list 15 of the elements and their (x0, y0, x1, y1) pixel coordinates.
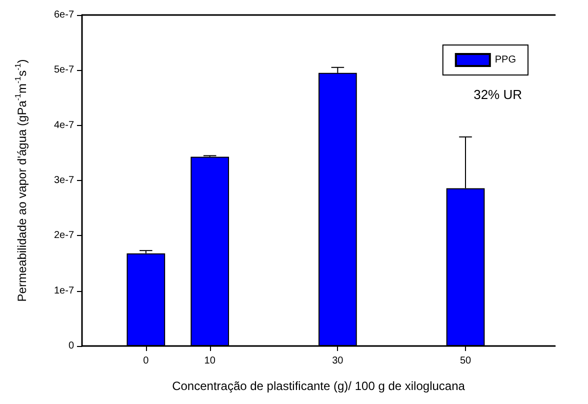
annotation: 32% UR (474, 87, 522, 102)
y-tick-label: 1e-7 (54, 285, 74, 296)
x-tick-label: 50 (460, 356, 472, 366)
y-tick-label: 3e-7 (54, 175, 74, 186)
x-tick-label: 10 (204, 356, 216, 366)
y-axis-title: Permeabilidade ao vapor d'água (gPa-1m-1s-1) (14, 59, 29, 302)
x-tick-label: 30 (332, 356, 344, 366)
x-tick-label: 0 (143, 356, 150, 366)
y-tick-label: 4e-7 (54, 120, 74, 131)
x-axis-title: Concentração de plastificante (g)/ 100 g de xiloglucana (172, 379, 466, 393)
y-tick-label: 0 (68, 340, 74, 352)
legend-label: PPG (494, 54, 516, 66)
y-tick-label: 5e-7 (54, 64, 74, 76)
y-tick-label: 2e-7 (54, 230, 74, 242)
y-tick-label: 6e-7 (54, 10, 74, 20)
